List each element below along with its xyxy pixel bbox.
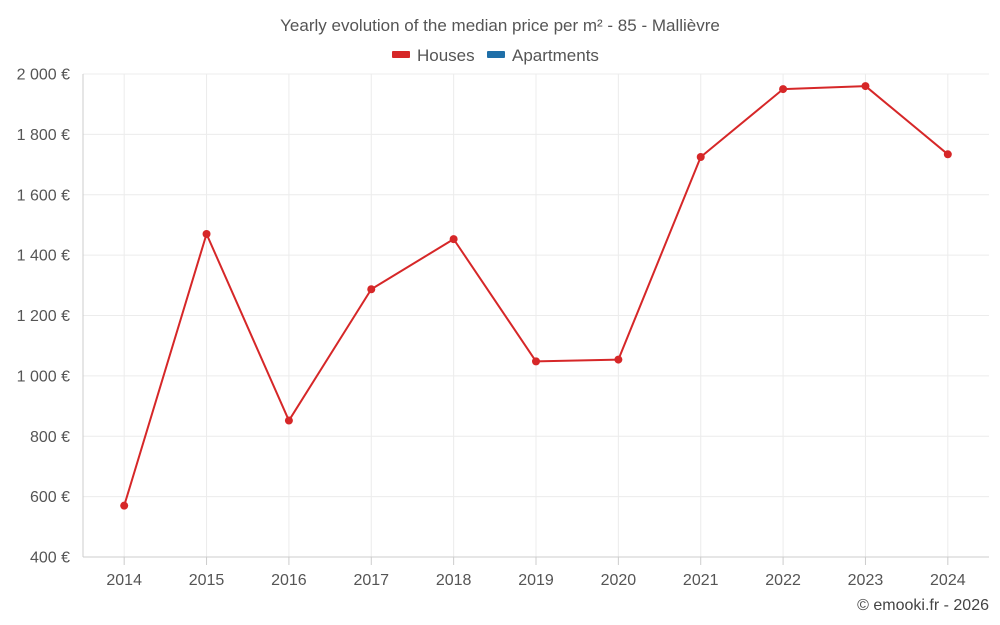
data-point-houses[interactable]: [614, 355, 623, 364]
legend: Houses Apartments: [392, 46, 599, 65]
x-tick-label: 2021: [683, 572, 719, 589]
data-point-houses[interactable]: [532, 357, 540, 366]
x-tick-label: 2024: [930, 572, 966, 589]
data-point-houses[interactable]: [202, 229, 211, 238]
y-tick-label: 600 €: [30, 489, 70, 506]
legend-label-houses: Houses: [417, 46, 475, 65]
x-axis-ticks: 2014 2015 2016 2017 2018 2019 2020 2021 2022 2023…: [106, 557, 966, 589]
chart-title: Yearly evolution of the median price per…: [280, 16, 720, 35]
data-point-houses[interactable]: [861, 82, 870, 91]
x-tick-label: 2014: [106, 572, 142, 589]
x-tick-label: 2023: [848, 572, 884, 589]
x-tick-label: 2015: [189, 572, 225, 589]
y-tick-label: 1 200 €: [17, 308, 70, 325]
y-tick-label: 1 400 €: [17, 248, 70, 265]
data-point-houses[interactable]: [943, 150, 952, 159]
x-tick-label: 2022: [765, 572, 801, 589]
grid: [82, 73, 989, 558]
data-point-houses[interactable]: [284, 416, 293, 425]
y-tick-label: 2 000 €: [17, 67, 70, 84]
y-tick-label: 1 000 €: [17, 368, 70, 385]
x-tick-label: 2017: [353, 572, 389, 589]
y-tick-label: 1 800 €: [17, 127, 70, 144]
x-tick-label: 2019: [518, 572, 554, 589]
y-tick-label: 800 €: [30, 429, 70, 446]
legend-swatch-houses: [392, 51, 410, 58]
data-point-houses[interactable]: [779, 85, 788, 94]
y-tick-label: 400 €: [30, 550, 70, 567]
x-tick-label: 2016: [271, 572, 307, 589]
x-tick-label: 2020: [601, 572, 637, 589]
data-point-houses[interactable]: [367, 285, 376, 294]
legend-label-apartments: Apartments: [512, 46, 599, 65]
data-point-houses[interactable]: [449, 235, 458, 244]
legend-item-houses[interactable]: Houses: [392, 46, 475, 65]
data-point-houses[interactable]: [120, 501, 129, 510]
legend-item-apartments[interactable]: Apartments: [487, 46, 599, 65]
y-tick-label: 1 600 €: [17, 187, 70, 204]
series-houses: [120, 82, 952, 510]
y-axis-ticks: 400 € 600 € 800 € 1 000 € 1 200 € 1 400 € 1 60…: [17, 67, 70, 567]
data-point-houses[interactable]: [696, 153, 705, 162]
credit-text: © emooki.fr - 2026: [857, 597, 989, 614]
x-tick-label: 2018: [436, 572, 472, 589]
legend-swatch-apartments: [487, 51, 505, 58]
